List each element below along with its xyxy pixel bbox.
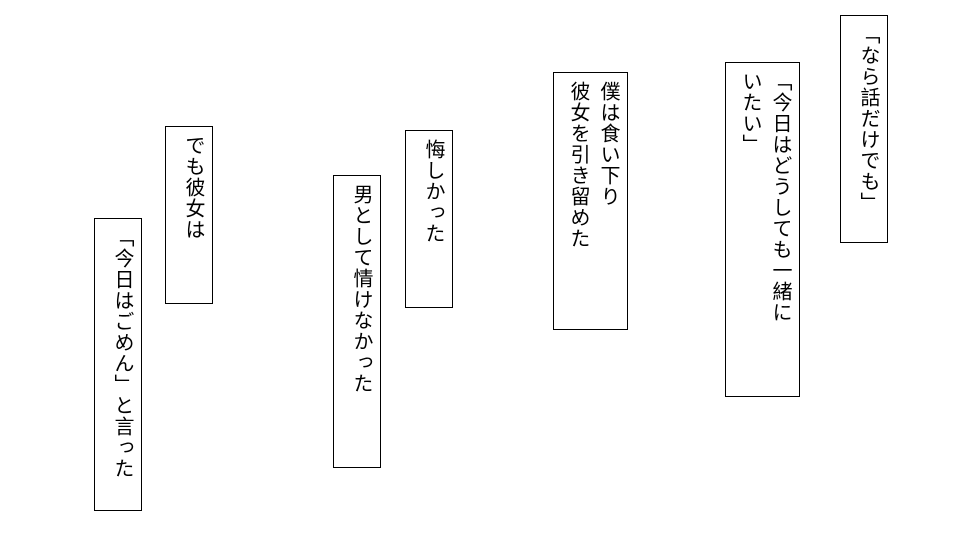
text-line: でも彼女は (180, 135, 206, 295)
text-line: 「今日はどうしても一緒に (767, 71, 793, 388)
text-box-7: 「今日はごめん」と言った (94, 218, 142, 511)
text-box-2: 「今日はどうしても一緒に いたい」 (725, 62, 800, 397)
text-line: 彼女を引き留めた (565, 81, 591, 321)
text-line: 僕は食い下り (595, 81, 621, 321)
text-box-1: 「なら話だけでも」 (840, 15, 888, 243)
text-line: いたい」 (737, 71, 763, 388)
text-line: 悔しかった (420, 139, 446, 299)
text-box-5: 男として情けなかった (333, 175, 381, 468)
text-line: 「今日はごめん」と言った (109, 227, 135, 502)
text-box-3: 僕は食い下り 彼女を引き留めた (553, 72, 628, 330)
text-line: 「なら話だけでも」 (855, 24, 881, 234)
text-line: 男として情けなかった (348, 184, 374, 459)
text-box-4: 悔しかった (405, 130, 453, 308)
text-box-6: でも彼女は (165, 126, 213, 304)
